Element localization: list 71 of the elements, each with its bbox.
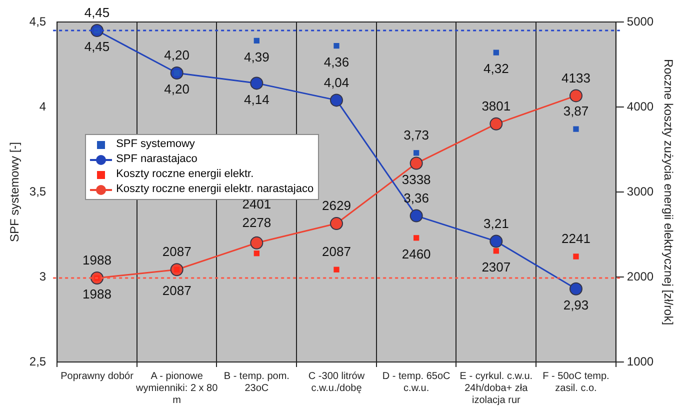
legend-label: SPF narastajaco bbox=[116, 152, 198, 168]
x-tick-label: E - cyrkul. c.w.u. 24h/doba+ zła izolacja rur bbox=[460, 370, 533, 406]
point bbox=[410, 209, 423, 222]
point bbox=[254, 250, 260, 256]
point bbox=[334, 42, 340, 49]
data-label: 2629 bbox=[322, 198, 351, 214]
data-label: 3,36 bbox=[404, 190, 429, 206]
y2-axis-title: Roczne koszty zużycia energii elektrycznej [zł/rok] bbox=[661, 58, 676, 326]
data-label: 2460 bbox=[402, 246, 431, 262]
data-label: 4,14 bbox=[244, 92, 270, 107]
data-label: 4133 bbox=[562, 70, 590, 86]
point bbox=[250, 236, 264, 250]
point bbox=[573, 126, 579, 132]
point bbox=[410, 156, 423, 170]
data-label: 4,20 bbox=[164, 82, 190, 97]
legend-label: Koszty roczne energii elektr. narastajaco bbox=[116, 182, 314, 198]
data-label: 2087 bbox=[162, 283, 192, 298]
point bbox=[573, 254, 579, 260]
point bbox=[330, 217, 343, 230]
data-label: 4,45 bbox=[84, 39, 110, 54]
data-label: 4,20 bbox=[164, 48, 190, 63]
data-label: 4,45 bbox=[84, 5, 110, 20]
data-label: 3,73 bbox=[404, 127, 429, 142]
data-label: 2401 bbox=[242, 196, 272, 212]
point bbox=[490, 234, 503, 248]
point bbox=[334, 266, 340, 272]
y2-tick-label: 4000 bbox=[626, 99, 654, 114]
y-tick-label: 4,5 bbox=[29, 14, 46, 28]
point bbox=[250, 76, 264, 90]
legend-label: Koszty roczne energii elektr. bbox=[116, 167, 254, 182]
y-tick-label: 4 bbox=[39, 99, 46, 114]
point bbox=[569, 282, 582, 296]
y-tick-label: 2,5 bbox=[29, 354, 46, 368]
data-label: 4,39 bbox=[244, 49, 270, 64]
data-label: 4,04 bbox=[324, 74, 350, 90]
data-label: 3801 bbox=[482, 98, 511, 114]
x-tick-label: F - 50oC temp. zasil. c.o. bbox=[542, 370, 610, 394]
legend-label: SPF systemowy bbox=[116, 137, 195, 152]
y2-tick-label: 5000 bbox=[626, 14, 654, 28]
data-label: 2087 bbox=[322, 244, 351, 260]
x-tick-label: A - pionowe wymienniki: 2 x 80 m bbox=[134, 370, 218, 406]
y-tick-label: 3,5 bbox=[29, 184, 46, 198]
y-axis-title: SPF systemowy [-] bbox=[8, 142, 22, 242]
data-label: 2087 bbox=[162, 244, 192, 260]
point bbox=[254, 38, 260, 44]
point bbox=[413, 150, 420, 156]
y2-tick-label: 3000 bbox=[626, 184, 654, 198]
x-tick-label: C -300 litrów c.w.u./dobę bbox=[308, 370, 366, 394]
data-label: 1988 bbox=[82, 286, 112, 302]
data-label: 3338 bbox=[402, 172, 431, 187]
data-label: 2307 bbox=[482, 259, 511, 274]
y-tick-label: 3 bbox=[39, 269, 46, 284]
data-label: 2278 bbox=[242, 214, 272, 230]
x-tick-label: Poprawny dobór bbox=[60, 370, 134, 382]
x-tick-label: D - temp. 65oC c.w.u. bbox=[382, 370, 450, 394]
point bbox=[569, 89, 582, 102]
y2-tick-label: 2000 bbox=[626, 269, 654, 284]
point bbox=[493, 248, 499, 254]
point bbox=[330, 94, 343, 107]
point bbox=[490, 117, 503, 130]
data-label: 2,93 bbox=[563, 297, 589, 312]
data-label: 4,32 bbox=[484, 61, 509, 76]
y2-tick-label: 1000 bbox=[626, 354, 654, 368]
data-label: 3,21 bbox=[484, 216, 509, 231]
point bbox=[413, 235, 420, 241]
data-label: 3,87 bbox=[563, 104, 589, 119]
point bbox=[493, 50, 499, 56]
data-label: 1988 bbox=[82, 252, 112, 268]
x-tick-label: B - temp. pom. 23oC bbox=[224, 370, 290, 394]
data-label: 2241 bbox=[562, 231, 590, 246]
data-label: 4,36 bbox=[324, 54, 350, 70]
